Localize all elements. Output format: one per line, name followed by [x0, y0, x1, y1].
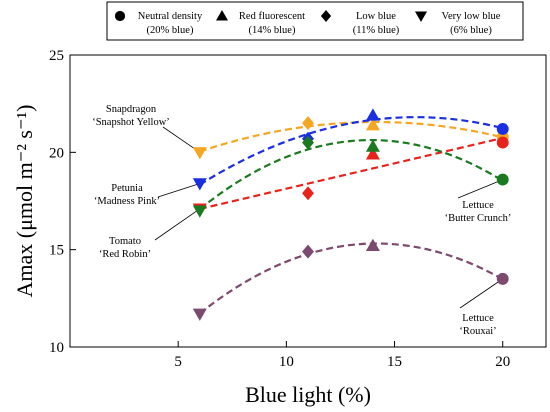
fit-curve — [199, 116, 503, 186]
y-tick-label: 15 — [49, 243, 64, 259]
legend-marker — [216, 10, 228, 21]
annotation-leader — [457, 179, 503, 199]
series-annotation: Lettuce ‘Rouxai’ — [459, 278, 503, 337]
legend-entry: Very low blue (6% blue) — [415, 11, 501, 36]
x-axis: 5 10 15 20 — [174, 341, 510, 370]
legend-entry: Neutral density (20% blue) — [114, 10, 203, 36]
y-tick-label: 25 — [49, 48, 64, 64]
data-point — [496, 173, 509, 186]
legend-entry: Low blue (11% blue) — [320, 10, 400, 36]
data-point — [496, 123, 509, 135]
annotation-label: Lettuce — [462, 200, 494, 211]
y-tick-label: 10 — [49, 340, 64, 356]
data-point — [365, 108, 380, 121]
legend: Neutral density (20% blue) Red fluorescent… — [106, 1, 524, 41]
fit-curves — [199, 116, 504, 315]
data-point — [365, 147, 380, 160]
data-point — [192, 205, 207, 218]
annotation-label: Snapdragon — [106, 104, 157, 115]
fit-curve — [199, 120, 503, 153]
fit-curve — [199, 136, 503, 211]
legend-label: Very low blue — [442, 11, 501, 22]
data-point — [302, 186, 314, 201]
fit-curve — [199, 138, 504, 210]
y-axis: 10 15 20 25 — [49, 48, 76, 356]
series-annotation: Snapdragon ‘Snapshot Yellow’ — [92, 104, 201, 153]
x-axis-title: Blue light (%) — [245, 382, 371, 407]
annotation-label: Petunia — [111, 183, 143, 194]
y-tick-label: 20 — [49, 145, 64, 161]
data-point — [302, 135, 314, 150]
legend-marker — [415, 11, 427, 22]
data-points — [192, 108, 509, 321]
annotation-label: ‘Snapshot Yellow’ — [92, 117, 170, 128]
annotation-label: ‘Red Robin’ — [99, 249, 151, 260]
legend-label: Low blue — [356, 11, 396, 22]
legend-sublabel: (20% blue) — [147, 25, 194, 36]
series-annotation: Petunia ‘Madness Pink’ — [94, 183, 200, 207]
data-point — [302, 116, 314, 131]
legend-sublabel: (6% blue) — [450, 25, 492, 36]
annotation-label: ‘Madness Pink’ — [94, 196, 160, 207]
series-annotation: Lettuce ‘Butter Crunch’ — [445, 179, 512, 224]
fit-curve — [199, 242, 504, 315]
data-point — [192, 178, 207, 191]
annotation-label: ‘Rouxai’ — [459, 326, 496, 337]
annotation-label: Lettuce — [462, 313, 494, 324]
series-annotation: Tomato ‘Red Robin’ — [99, 208, 201, 260]
legend-box — [106, 1, 524, 41]
x-tick-label: 5 — [174, 354, 182, 370]
y-axis-title: Amax (μmol m⁻² s⁻¹) — [12, 104, 37, 297]
data-point — [192, 147, 207, 160]
data-point — [496, 136, 509, 149]
x-tick-label: 15 — [387, 354, 402, 370]
annotations: Snapdragon ‘Snapshot Yellow’ Petunia ‘Madne… — [92, 104, 511, 337]
x-tick-label: 10 — [279, 354, 294, 370]
legend-sublabel: (11% blue) — [353, 25, 400, 36]
annotation-label: ‘Butter Crunch’ — [445, 213, 512, 224]
annotation-leader — [459, 278, 503, 309]
legend-label: Red fluorescent — [239, 11, 305, 22]
data-point — [192, 308, 207, 321]
plot-frame — [69, 54, 547, 348]
data-point — [365, 118, 380, 131]
annotation-leader — [157, 183, 200, 198]
data-point — [496, 272, 509, 285]
x-tick-label: 20 — [495, 354, 510, 370]
legend-sublabel: (14% blue) — [249, 25, 296, 36]
legend-entry: Red fluorescent (14% blue) — [216, 10, 305, 36]
data-point — [302, 244, 314, 259]
annotation-leader — [154, 208, 201, 241]
legend-label: Neutral density — [138, 11, 203, 22]
data-point — [365, 238, 380, 252]
legend-marker — [320, 10, 332, 22]
annotation-label: Tomato — [109, 236, 141, 247]
legend-marker — [114, 10, 126, 22]
data-point — [365, 139, 380, 152]
